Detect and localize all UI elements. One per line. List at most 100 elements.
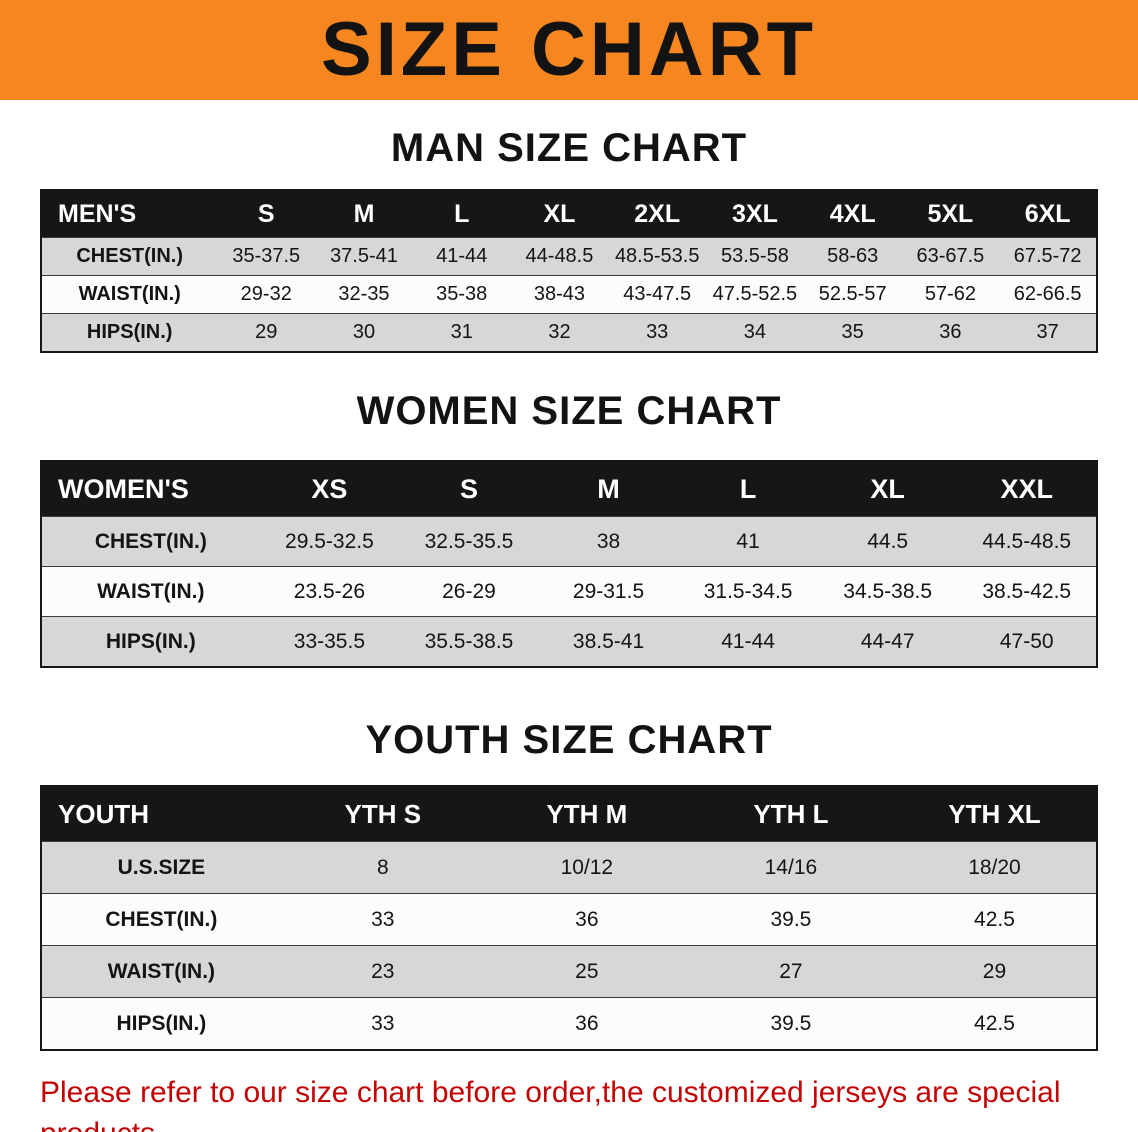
measurement-value: 38.5-42.5 [957, 566, 1097, 617]
measurement-value: 37.5-41 [315, 237, 413, 276]
women-size-table: WOMEN'S XS S M L XL XXL CHEST(IN.) 29.5-32.5 32.5… [40, 460, 1098, 668]
size-column-header: S [399, 461, 539, 517]
table-row: WAIST(IN.) 29-32 32-35 35-38 38-43 43-47.5 47.… [41, 275, 1097, 314]
measurement-value: 18/20 [892, 841, 1097, 894]
measurement-value: 25 [484, 945, 689, 998]
table-row: CHEST(IN.) 35-37.5 37.5-41 41-44 44-48.5 48.5… [41, 237, 1097, 276]
measurement-value: 33 [280, 893, 485, 946]
table-header-row: MEN'S S M L XL 2XL 3XL 4XL 5XL 6XL [41, 190, 1097, 238]
size-column-header: L [412, 190, 511, 238]
measurement-row-label: WAIST(IN.) [41, 566, 260, 617]
measurement-value: 47-50 [957, 616, 1097, 667]
measurement-row-label: CHEST(IN.) [41, 516, 260, 567]
measurement-value: 38 [538, 516, 679, 567]
measurement-value: 32-35 [315, 275, 413, 314]
measurement-value: 58-63 [803, 237, 902, 276]
size-column-header: 5XL [901, 190, 1000, 238]
measurement-value: 23.5-26 [259, 566, 400, 617]
measurement-value: 34.5-38.5 [817, 566, 958, 617]
table-header-row: YOUTH YTH S YTH M YTH L YTH XL [41, 786, 1097, 842]
measurement-value: 36 [484, 893, 689, 946]
size-column-header: 3XL [706, 190, 804, 238]
measurement-value: 39.5 [688, 893, 893, 946]
measurement-row-label: WAIST(IN.) [41, 945, 281, 998]
size-column-header: YTH S [280, 786, 485, 842]
measurement-value: 35-37.5 [217, 237, 316, 276]
measurement-value: 31.5-34.5 [678, 566, 818, 617]
measurement-value: 29-31.5 [538, 566, 679, 617]
youth-size-section: YOUTH SIZE CHART YOUTH YTH S YTH M YTH L YTH… [0, 718, 1138, 1051]
table-group-label: WOMEN'S [41, 461, 260, 517]
table-row: HIPS(IN.) 29 30 31 32 33 34 35 36 37 [41, 313, 1097, 352]
measurement-value: 38.5-41 [538, 616, 679, 667]
measurement-value: 26-29 [399, 566, 539, 617]
page-title: SIZE CHART [321, 7, 817, 92]
measurement-value: 33 [608, 313, 707, 352]
measurement-value: 37 [999, 313, 1097, 352]
measurement-value: 32.5-35.5 [399, 516, 539, 567]
table-group-label: YOUTH [41, 786, 281, 842]
measurement-value: 62-66.5 [999, 275, 1097, 314]
table-header-row: WOMEN'S XS S M L XL XXL [41, 461, 1097, 517]
men-size-table: MEN'S S M L XL 2XL 3XL 4XL 5XL 6XL CHEST(IN.) 35-37… [40, 189, 1098, 353]
size-column-header: XL [510, 190, 609, 238]
table-row: HIPS(IN.) 33 36 39.5 42.5 [41, 997, 1097, 1050]
measurement-value: 42.5 [892, 997, 1097, 1050]
measurement-value: 52.5-57 [803, 275, 902, 314]
banner: SIZE CHART [0, 0, 1138, 100]
measurement-value: 41-44 [678, 616, 818, 667]
size-column-header: XXL [957, 461, 1097, 517]
measurement-value: 29 [892, 945, 1097, 998]
measurement-value: 35.5-38.5 [399, 616, 539, 667]
measurement-value: 29 [217, 313, 316, 352]
measurement-value: 8 [280, 841, 485, 894]
disclaimer-line-1: Please refer to our size chart before or… [40, 1076, 1061, 1132]
measurement-value: 32 [510, 313, 609, 352]
measurement-value: 44-48.5 [510, 237, 609, 276]
measurement-row-label: HIPS(IN.) [41, 616, 260, 667]
table-row: WAIST(IN.) 23.5-26 26-29 29-31.5 31.5-34.5 34… [41, 566, 1097, 617]
size-column-header: 2XL [608, 190, 707, 238]
measurement-value: 35-38 [412, 275, 511, 314]
disclaimer-notice: Please refer to our size chart before or… [40, 1073, 1098, 1132]
size-column-header: YTH L [688, 786, 893, 842]
size-column-header: L [678, 461, 818, 517]
table-group-label: MEN'S [41, 190, 218, 238]
measurement-value: 41-44 [412, 237, 511, 276]
measurement-row-label: CHEST(IN.) [41, 893, 281, 946]
table-row: CHEST(IN.) 29.5-32.5 32.5-35.5 38 41 44.5 44.5… [41, 516, 1097, 567]
youth-size-table: YOUTH YTH S YTH M YTH L YTH XL U.S.SIZE 8 10/12… [40, 785, 1098, 1051]
measurement-value: 36 [901, 313, 1000, 352]
measurement-value: 44.5-48.5 [957, 516, 1097, 567]
measurement-value: 48.5-53.5 [608, 237, 707, 276]
size-column-header: 4XL [803, 190, 902, 238]
size-column-header: XS [259, 461, 400, 517]
measurement-value: 34 [706, 313, 804, 352]
women-size-section: WOMEN SIZE CHART WOMEN'S XS S M L XL XXL CHEST(… [0, 389, 1138, 668]
measurement-value: 67.5-72 [999, 237, 1097, 276]
measurement-value: 42.5 [892, 893, 1097, 946]
men-section-heading: MAN SIZE CHART [390, 126, 748, 170]
measurement-row-label: HIPS(IN.) [41, 313, 218, 352]
size-column-header: 6XL [999, 190, 1097, 238]
measurement-value: 33-35.5 [259, 616, 400, 667]
measurement-value: 36 [484, 997, 689, 1050]
women-section-heading: WOMEN SIZE CHART [356, 389, 782, 433]
measurement-value: 63-67.5 [901, 237, 1000, 276]
measurement-value: 33 [280, 997, 485, 1050]
table-row: U.S.SIZE 8 10/12 14/16 18/20 [41, 841, 1097, 894]
size-column-header: M [315, 190, 413, 238]
measurement-value: 44-47 [817, 616, 958, 667]
measurement-row-label: WAIST(IN.) [41, 275, 218, 314]
measurement-value: 10/12 [484, 841, 689, 894]
measurement-value: 38-43 [510, 275, 609, 314]
measurement-value: 53.5-58 [706, 237, 804, 276]
size-column-header: XL [817, 461, 958, 517]
measurement-value: 39.5 [688, 997, 893, 1050]
size-column-header: S [217, 190, 316, 238]
measurement-value: 43-47.5 [608, 275, 707, 314]
table-row: WAIST(IN.) 23 25 27 29 [41, 945, 1097, 998]
measurement-value: 23 [280, 945, 485, 998]
men-size-section: MAN SIZE CHART MEN'S S M L XL 2XL 3XL 4XL 5XL 6XL… [0, 126, 1138, 353]
measurement-value: 27 [688, 945, 893, 998]
